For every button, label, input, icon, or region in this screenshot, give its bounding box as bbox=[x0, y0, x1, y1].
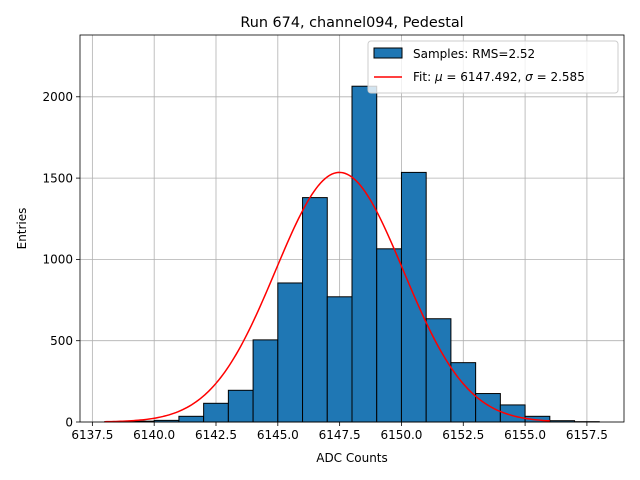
legend-box bbox=[367, 40, 619, 94]
x-tick-label-6: 6152.5 bbox=[442, 428, 484, 442]
y-tick-label-0: 0 bbox=[65, 415, 73, 429]
x-tick-label-0: 6137.5 bbox=[71, 428, 113, 442]
histogram-bar-3 bbox=[178, 415, 205, 423]
x-tick-label-3: 6145.0 bbox=[257, 428, 299, 442]
x-tick-label-5: 6150.0 bbox=[380, 428, 422, 442]
histogram-bar-7 bbox=[277, 282, 304, 423]
legend-samples-label: Samples: RMS=2.52 bbox=[413, 47, 535, 61]
y-tick-label-1: 500 bbox=[50, 334, 73, 348]
histogram-bar-15 bbox=[475, 393, 501, 423]
x-tick-label-7: 6155.0 bbox=[504, 428, 546, 442]
y-axis-label: Entries bbox=[15, 208, 29, 250]
histogram-bar-9 bbox=[326, 296, 353, 423]
legend-mu-value: 6147.492 bbox=[460, 70, 517, 84]
histogram-bar-4 bbox=[203, 402, 229, 423]
legend-sigma-symbol: σ bbox=[525, 70, 533, 84]
histogram-bar-10 bbox=[351, 85, 378, 423]
histogram-bars bbox=[104, 85, 600, 423]
x-tick-label-1: 6140.0 bbox=[133, 428, 175, 442]
legend-mu-equals: = bbox=[443, 70, 461, 84]
histogram-bar-13 bbox=[425, 318, 452, 423]
histogram-bar-5 bbox=[227, 389, 254, 423]
plot-frame bbox=[79, 34, 625, 423]
legend-samples-swatch bbox=[373, 47, 403, 59]
legend-fit-prefix: Fit: bbox=[413, 70, 435, 84]
legend-mu-symbol: μ bbox=[434, 70, 443, 84]
legend-sigma-equals: = bbox=[533, 70, 551, 84]
x-axis-label: ADC Counts bbox=[316, 451, 388, 465]
legend-separator: , bbox=[518, 70, 526, 84]
histogram-bar-11 bbox=[376, 248, 402, 423]
x-tick-label-8: 6157.5 bbox=[566, 428, 608, 442]
x-tick-label-2: 6142.5 bbox=[195, 428, 237, 442]
y-tick-label-3: 1500 bbox=[42, 171, 73, 185]
fit-curve-layer bbox=[104, 171, 550, 423]
chart-title: Run 674, channel094, Pedestal bbox=[240, 15, 463, 31]
legend-sigma-value: 2.585 bbox=[550, 70, 584, 84]
legend: Samples: RMS=2.52 Fit: μ = 6147.492, σ =… bbox=[367, 40, 619, 94]
fit-curve bbox=[104, 171, 550, 423]
y-axis-ticks: 0 500 1000 1500 2000 bbox=[42, 90, 80, 429]
histogram-bar-12 bbox=[400, 171, 427, 423]
x-axis-ticks: 6137.5 6140.0 6142.5 6145.0 6147.5 6150.0 6152… bbox=[71, 422, 608, 442]
y-tick-label-4: 2000 bbox=[42, 90, 73, 104]
histogram-bar-6 bbox=[252, 339, 279, 423]
x-tick-label-4: 6147.5 bbox=[319, 428, 361, 442]
histogram-bar-8 bbox=[302, 197, 328, 423]
y-tick-label-2: 1000 bbox=[42, 253, 73, 267]
legend-fit-label: Fit: μ = 6147.492, σ = 2.585 bbox=[413, 70, 585, 84]
